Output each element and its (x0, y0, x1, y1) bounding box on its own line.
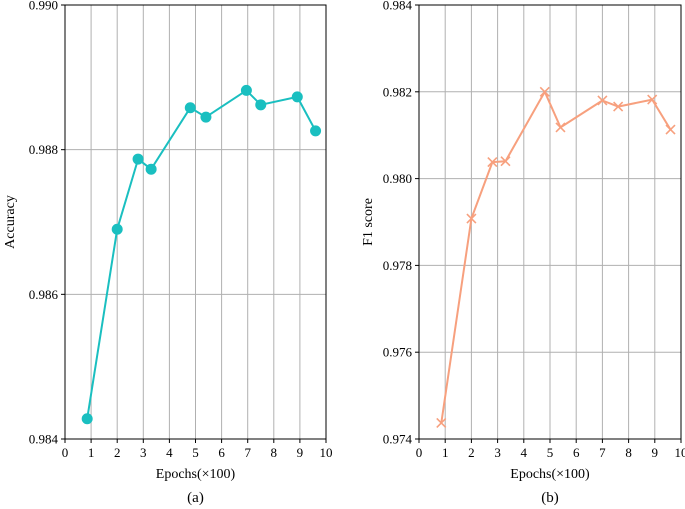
x-tick-label: 9 (297, 445, 304, 460)
x-tick-label: 1 (442, 445, 449, 460)
data-point (647, 94, 658, 105)
y-tick-label: 0.984 (383, 0, 413, 13)
x-tick-label: 7 (244, 445, 251, 460)
y-tick-label: 0.974 (383, 432, 413, 447)
x-tick-label: 6 (218, 445, 225, 460)
x-tick-label: 2 (114, 445, 121, 460)
x-tick-label: 3 (140, 445, 147, 460)
data-point (81, 413, 93, 425)
data-point (240, 84, 252, 96)
data-point-stroke (500, 156, 511, 167)
y-tick-label: 0.976 (383, 345, 413, 360)
data-point-stroke (647, 94, 658, 105)
data-point-stroke (597, 95, 608, 106)
x-tick-label: 1 (88, 445, 95, 460)
data-point (436, 417, 447, 429)
y-axis-label: Accuracy (3, 195, 18, 249)
x-tick-label: 10 (675, 445, 685, 460)
data-point (200, 111, 212, 123)
x-tick-label: 8 (271, 445, 278, 460)
data-point-stroke (665, 124, 676, 135)
data-point (466, 213, 477, 224)
data-point-stroke (555, 122, 566, 133)
x-tick-label: 6 (573, 445, 580, 460)
x-tick-label: 0 (62, 445, 69, 460)
panel-caption: (b) (541, 490, 559, 506)
y-tick-label: 0.986 (29, 287, 59, 302)
data-point (597, 95, 608, 106)
data-point (539, 86, 550, 97)
chart-panel-a: 0 1 2 3 4 5 6 7 8 9 10 0.984 0.986 0.988 0.990 Epochs(×… (3, 0, 333, 506)
y-tick-label: 0.978 (383, 258, 412, 273)
x-tick-label: 0 (416, 445, 423, 460)
series-line (440, 90, 672, 424)
data-point (184, 102, 196, 114)
series-line (86, 89, 317, 419)
data-point (613, 101, 624, 112)
x-tick-label: 3 (494, 445, 501, 460)
y-axis-label: F1 score (361, 198, 376, 246)
data-point (291, 91, 303, 103)
x-tick-label: 4 (521, 445, 528, 460)
y-tick-label: 0.984 (29, 432, 59, 447)
data-point (487, 157, 498, 168)
x-tick-label: 8 (625, 445, 632, 460)
panel-caption: (a) (187, 490, 204, 506)
data-point (555, 122, 566, 133)
data-point (665, 124, 676, 135)
x-tick-label: 9 (652, 445, 659, 460)
y-tick-label: 0.980 (383, 171, 412, 186)
data-point (500, 156, 511, 167)
x-tick-label: 4 (166, 445, 173, 460)
data-point (111, 223, 123, 235)
data-point-stroke (487, 157, 498, 168)
x-tick-label: 5 (192, 445, 199, 460)
y-tick-label: 0.988 (29, 142, 58, 157)
data-point (255, 99, 267, 111)
x-tick-label: 5 (547, 445, 554, 460)
x-tick-label: 7 (599, 445, 606, 460)
data-point (132, 153, 144, 165)
data-point (145, 163, 157, 175)
y-tick-label: 0.982 (383, 84, 412, 99)
data-point (310, 125, 322, 137)
x-axis-label: Epochs(×100) (510, 467, 590, 482)
y-tick-label: 0.990 (29, 0, 58, 13)
data-point-stroke (466, 213, 477, 224)
x-tick-label: 2 (468, 445, 475, 460)
data-point-stroke (539, 86, 550, 97)
data-point-stroke (613, 101, 624, 112)
data-point-stroke (436, 417, 447, 429)
x-tick-label: 10 (320, 445, 333, 460)
x-axis-label: Epochs(×100) (156, 467, 236, 482)
chart-panel-b: 0 1 2 3 4 5 6 7 8 9 10 0.974 0.976 0.978 0.980 0.982 0.9… (361, 0, 685, 506)
